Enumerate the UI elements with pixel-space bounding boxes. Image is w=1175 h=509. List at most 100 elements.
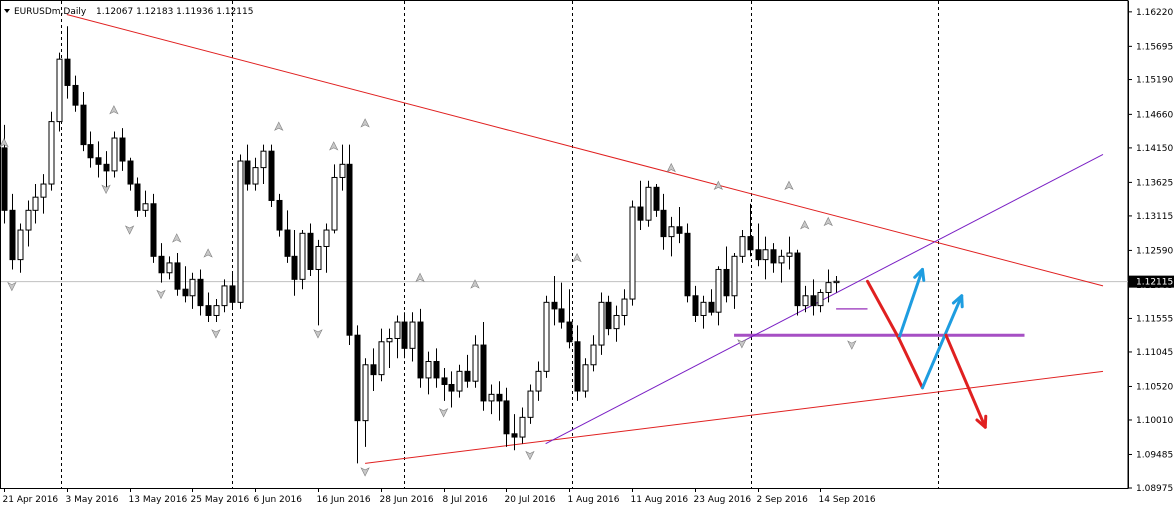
projection-arrow[interactable]: [897, 267, 926, 340]
bear-candle-body: [119, 137, 126, 162]
bear-candle-body: [9, 209, 16, 261]
candle: [511, 414, 518, 451]
fractal-down-icon: [124, 225, 135, 235]
arrow-shaft: [897, 336, 924, 390]
fractal-markers: [0, 105, 857, 477]
fractal-up-icon: [415, 272, 425, 283]
upper-resistance-trendline[interactable]: [66, 13, 1104, 287]
bear-candle-body: [480, 344, 487, 402]
bear-candle-body: [80, 104, 87, 146]
candle: [72, 75, 79, 112]
bear-candle-body: [747, 236, 754, 251]
candle: [197, 269, 204, 316]
candle: [425, 351, 432, 395]
bear-candle-body: [441, 377, 448, 385]
time-tick-label: 25 May 2016: [191, 495, 250, 505]
candle: [496, 381, 503, 421]
fractal-down-icon: [101, 184, 111, 194]
candle: [558, 282, 565, 329]
candle: [40, 174, 47, 214]
candle: [708, 289, 715, 316]
projection-arrow[interactable]: [897, 336, 924, 390]
candle: [778, 249, 785, 283]
bull-candle-body: [56, 58, 63, 123]
time-tick-label: 6 Jun 2016: [254, 495, 303, 505]
candle: [598, 292, 605, 355]
fractal-down-icon: [737, 339, 747, 349]
time-tick-label: 8 Jul 2016: [443, 495, 488, 505]
bull-candle-body: [739, 236, 746, 257]
fractal-down-icon: [313, 329, 323, 339]
projection-arrow[interactable]: [944, 333, 988, 429]
candle: [802, 285, 809, 313]
bull-candle-body: [543, 301, 550, 372]
symbol-title: EURUSDm,Daily: [14, 7, 87, 17]
rising-channel-trendline[interactable]: [545, 154, 1104, 445]
bear-candle-body: [676, 226, 683, 234]
bear-candle-body: [307, 232, 314, 270]
time-tick-label: 28 Jun 2016: [380, 495, 434, 505]
candle: [221, 279, 228, 313]
candle: [299, 230, 306, 290]
fractal-down-icon: [525, 450, 535, 461]
bull-candle-body: [260, 150, 267, 169]
candle: [25, 200, 32, 247]
fractal-down-icon: [847, 340, 857, 350]
candle: [519, 407, 526, 444]
time-axis[interactable]: 21 Apr 2016 3 May 2016 13 May 2016 25 May 2…: [1, 488, 1128, 505]
bear-candle-body: [496, 393, 503, 402]
bull-candle-body: [339, 163, 346, 178]
horizontal-levels: [1, 281, 1128, 337]
fractal-up-icon: [274, 121, 284, 131]
candle: [32, 184, 39, 224]
candle: [637, 180, 644, 231]
candle: [268, 144, 275, 208]
time-tick-label: 21 Apr 2016: [3, 495, 59, 505]
bull-candle-body: [331, 176, 338, 231]
bear-candle-body: [566, 321, 573, 343]
fractal-down-icon: [7, 281, 17, 292]
trendlines[interactable]: [66, 13, 1104, 464]
bull-candle-body: [598, 301, 605, 346]
dropdown-triangle-icon[interactable]: [4, 9, 10, 13]
bear-candle-body: [127, 160, 134, 185]
bear-candle-body: [284, 229, 291, 257]
candle: [378, 328, 385, 382]
candle: [794, 249, 801, 316]
candle: [291, 230, 298, 296]
arrow-shaft: [866, 279, 901, 340]
candlesticks: [1, 26, 840, 464]
bear-candle-body: [103, 163, 110, 172]
bear-candle-body: [653, 186, 660, 211]
bear-candle-body: [794, 252, 801, 307]
bull-candle-body: [252, 167, 259, 185]
price-axis[interactable]: 1.16220 1.15695 1.15190 1.14660 1.14150 1.136…: [1128, 1, 1174, 494]
price-tick-label: 1.08975: [1136, 484, 1173, 494]
projection-arrow[interactable]: [866, 279, 901, 340]
bull-candle-body: [802, 295, 809, 307]
candle: [48, 111, 55, 191]
bear-candle-body: [346, 163, 353, 336]
candle: [723, 246, 730, 303]
candle: [315, 239, 322, 326]
candle: [205, 292, 212, 323]
projection-arrows[interactable]: [866, 267, 988, 429]
candle: [543, 295, 550, 378]
bull-candle-body: [629, 206, 636, 300]
bull-candle-body: [386, 337, 393, 343]
candle: [810, 279, 817, 316]
lower-support-trendline[interactable]: [365, 370, 1104, 464]
candle: [433, 348, 440, 388]
candle: [229, 272, 236, 309]
projection-arrow[interactable]: [920, 294, 964, 390]
bear-candle-body: [174, 262, 181, 290]
candle: [354, 325, 361, 464]
fractal-down-icon: [211, 329, 221, 339]
candle: [189, 272, 196, 309]
bear-candle-body: [723, 268, 730, 297]
bull-candle-body: [488, 393, 495, 402]
bull-candle-body: [700, 301, 707, 316]
bear-candle-body: [708, 301, 715, 313]
arrow-shaft: [897, 267, 924, 340]
